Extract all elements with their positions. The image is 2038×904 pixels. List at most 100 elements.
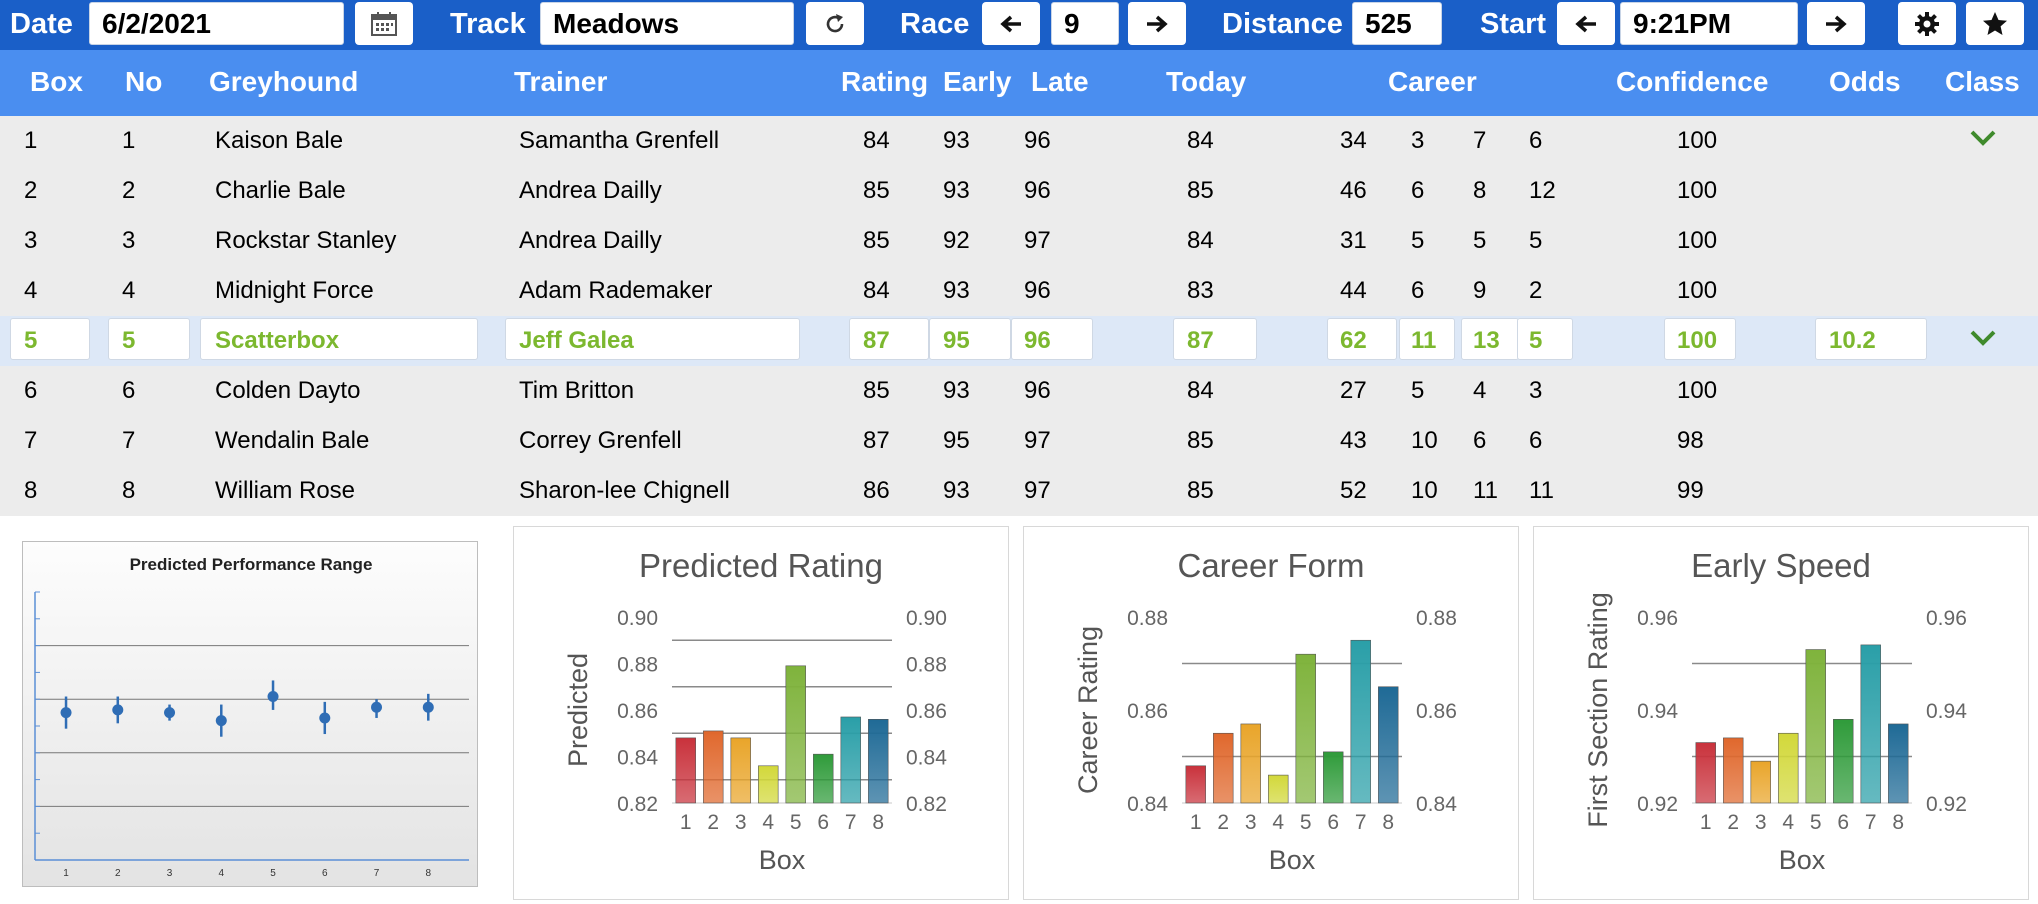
settings-button[interactable]	[1898, 2, 1956, 45]
cell-c1: 11	[1411, 327, 1437, 354]
cell-no: 5	[122, 327, 136, 354]
chevron-down-icon[interactable]	[1969, 328, 1997, 353]
x-tick-label: 8	[426, 868, 432, 879]
column-late[interactable]: Late	[1031, 66, 1089, 97]
early-speed-chart: Early Speed 0.92 0.92 0.94 0.94 0.96 0.96 1 2 3 4 5…	[1583, 547, 1967, 875]
cell-c3: 6	[1529, 427, 1543, 454]
column-class[interactable]: Class	[1945, 66, 2020, 97]
cell-confidence: 100	[1677, 227, 1718, 254]
race-next-button[interactable]	[1128, 2, 1186, 45]
data-point	[371, 701, 383, 713]
x-axis-label: Box	[1779, 845, 1826, 875]
start-input[interactable]: 9:21PM	[1620, 2, 1798, 45]
x-tick-label: 6	[1837, 811, 1849, 834]
chevron-down-icon[interactable]	[1969, 128, 1997, 153]
bar	[1805, 649, 1826, 804]
x-tick-label: 2	[1217, 811, 1229, 834]
x-tick-label: 8	[1892, 811, 1904, 834]
cell-box	[1173, 318, 1257, 360]
x-tick-label: 8	[1382, 811, 1394, 834]
table-row[interactable]: 4 4 Midnight Force Adam Rademaker 84 93 96 83 44…	[0, 266, 2038, 316]
date-label: Date	[10, 8, 73, 40]
x-tick-label: 8	[872, 811, 884, 834]
bar	[675, 737, 696, 804]
cell-trainer: Tim Britton	[519, 377, 635, 404]
race-prev-button[interactable]	[982, 2, 1040, 45]
cell-career: 52	[1340, 477, 1367, 504]
cell-box: 2	[24, 177, 38, 204]
column-box[interactable]: Box	[30, 66, 83, 97]
cell-rating: 87	[863, 427, 890, 454]
cell-box	[108, 318, 190, 360]
cell-box	[1327, 318, 1397, 360]
y-tick-label-right: 0.84	[906, 747, 947, 770]
y-tick-label-right: 0.94	[1926, 700, 1967, 723]
cell-c2: 4	[1473, 377, 1487, 404]
cell-c2: 7	[1473, 127, 1487, 154]
bar	[868, 719, 889, 804]
x-tick-label: 1	[1700, 811, 1712, 834]
chart-title: Career Form	[1177, 547, 1364, 584]
column-no[interactable]: No	[125, 66, 163, 97]
x-tick-label: 1	[680, 811, 692, 834]
column-rating[interactable]: Rating	[841, 66, 929, 97]
cell-rating: 87	[863, 327, 890, 354]
table-row[interactable]: 3 3 Rockstar Stanley Andrea Dailly 85 92 97 84 3…	[0, 216, 2038, 266]
x-tick-label: 7	[845, 811, 857, 834]
column-today[interactable]: Today	[1166, 66, 1247, 97]
table-row[interactable]: 2 2 Charlie Bale Andrea Dailly 85 93 96 85 46 6 8 1…	[0, 166, 2038, 216]
x-tick-label: 4	[762, 811, 774, 834]
chart-title: Predicted Rating	[639, 547, 883, 584]
cell-trainer: Samantha Grenfell	[519, 127, 720, 154]
arrow-right-icon	[1145, 14, 1169, 34]
start-prev-button[interactable]	[1557, 2, 1615, 45]
cell-box	[200, 318, 478, 360]
y-tick-label-right: 0.82	[906, 793, 947, 816]
table-row[interactable]: 1 1 Kaison Bale Samantha Grenfell 84 93 96 84 34…	[0, 116, 2038, 166]
cell-confidence: 98	[1677, 427, 1704, 454]
bar	[1240, 723, 1261, 804]
x-tick-label: 2	[707, 811, 719, 834]
start-next-button[interactable]	[1807, 2, 1865, 45]
column-career[interactable]: Career	[1388, 66, 1477, 97]
x-tick-label: 1	[63, 868, 69, 879]
cell-c3: 11	[1529, 477, 1554, 504]
cell-career: 46	[1340, 177, 1367, 204]
y-tick-label-left: 0.86	[617, 700, 658, 723]
cell-box: 1	[24, 127, 38, 154]
cell-late: 96	[1024, 127, 1051, 154]
cell-box: 4	[24, 277, 38, 304]
cell-c1: 6	[1411, 177, 1425, 204]
distance-input[interactable]: 525	[1352, 2, 1442, 45]
cell-career: 44	[1340, 277, 1367, 304]
x-tick-label: 4	[1782, 811, 1794, 834]
bar	[1323, 751, 1344, 804]
bar	[1378, 686, 1399, 804]
cell-late: 97	[1024, 227, 1051, 254]
cell-c2: 6	[1473, 427, 1487, 454]
date-input[interactable]: 6/2/2021	[89, 2, 344, 45]
cell-confidence: 100	[1677, 127, 1718, 154]
column-odds[interactable]: Odds	[1829, 66, 1901, 97]
cell-odds: 10.2	[1829, 327, 1876, 354]
column-greyhound[interactable]: Greyhound	[209, 66, 359, 97]
table-row[interactable]: 6 6 Colden Dayto Tim Britton 85 93 96 84 27 5 4 3 10…	[0, 366, 2038, 416]
cell-career: 43	[1340, 427, 1367, 454]
column-trainer[interactable]: Trainer	[514, 66, 608, 97]
table-row[interactable]: 8 8 William Rose Sharon-lee Chignell 86 93 97 8…	[0, 466, 2038, 516]
cell-today: 84	[1187, 227, 1214, 254]
table-row[interactable]: 5 5 Scatterbox Jeff Galea 87 95 96 87 62 11 13 5 100…	[0, 316, 2038, 366]
refresh-button[interactable]	[806, 2, 864, 45]
cell-late: 97	[1024, 477, 1051, 504]
table-row[interactable]: 7 7 Wendalin Bale Correy Grenfell 87 95 97 85 43…	[0, 416, 2038, 466]
cell-confidence: 99	[1677, 477, 1704, 504]
favorite-button[interactable]	[1966, 2, 2024, 45]
cell-rating: 85	[863, 377, 890, 404]
race-input[interactable]: 9	[1051, 2, 1119, 45]
column-confidence[interactable]: Confidence	[1616, 66, 1769, 97]
start-label: Start	[1480, 8, 1547, 40]
column-early[interactable]: Early	[943, 66, 1012, 97]
track-input[interactable]: Meadows	[540, 2, 794, 45]
calendar-button[interactable]	[355, 2, 413, 45]
y-tick-label-left: 0.92	[1637, 793, 1678, 816]
